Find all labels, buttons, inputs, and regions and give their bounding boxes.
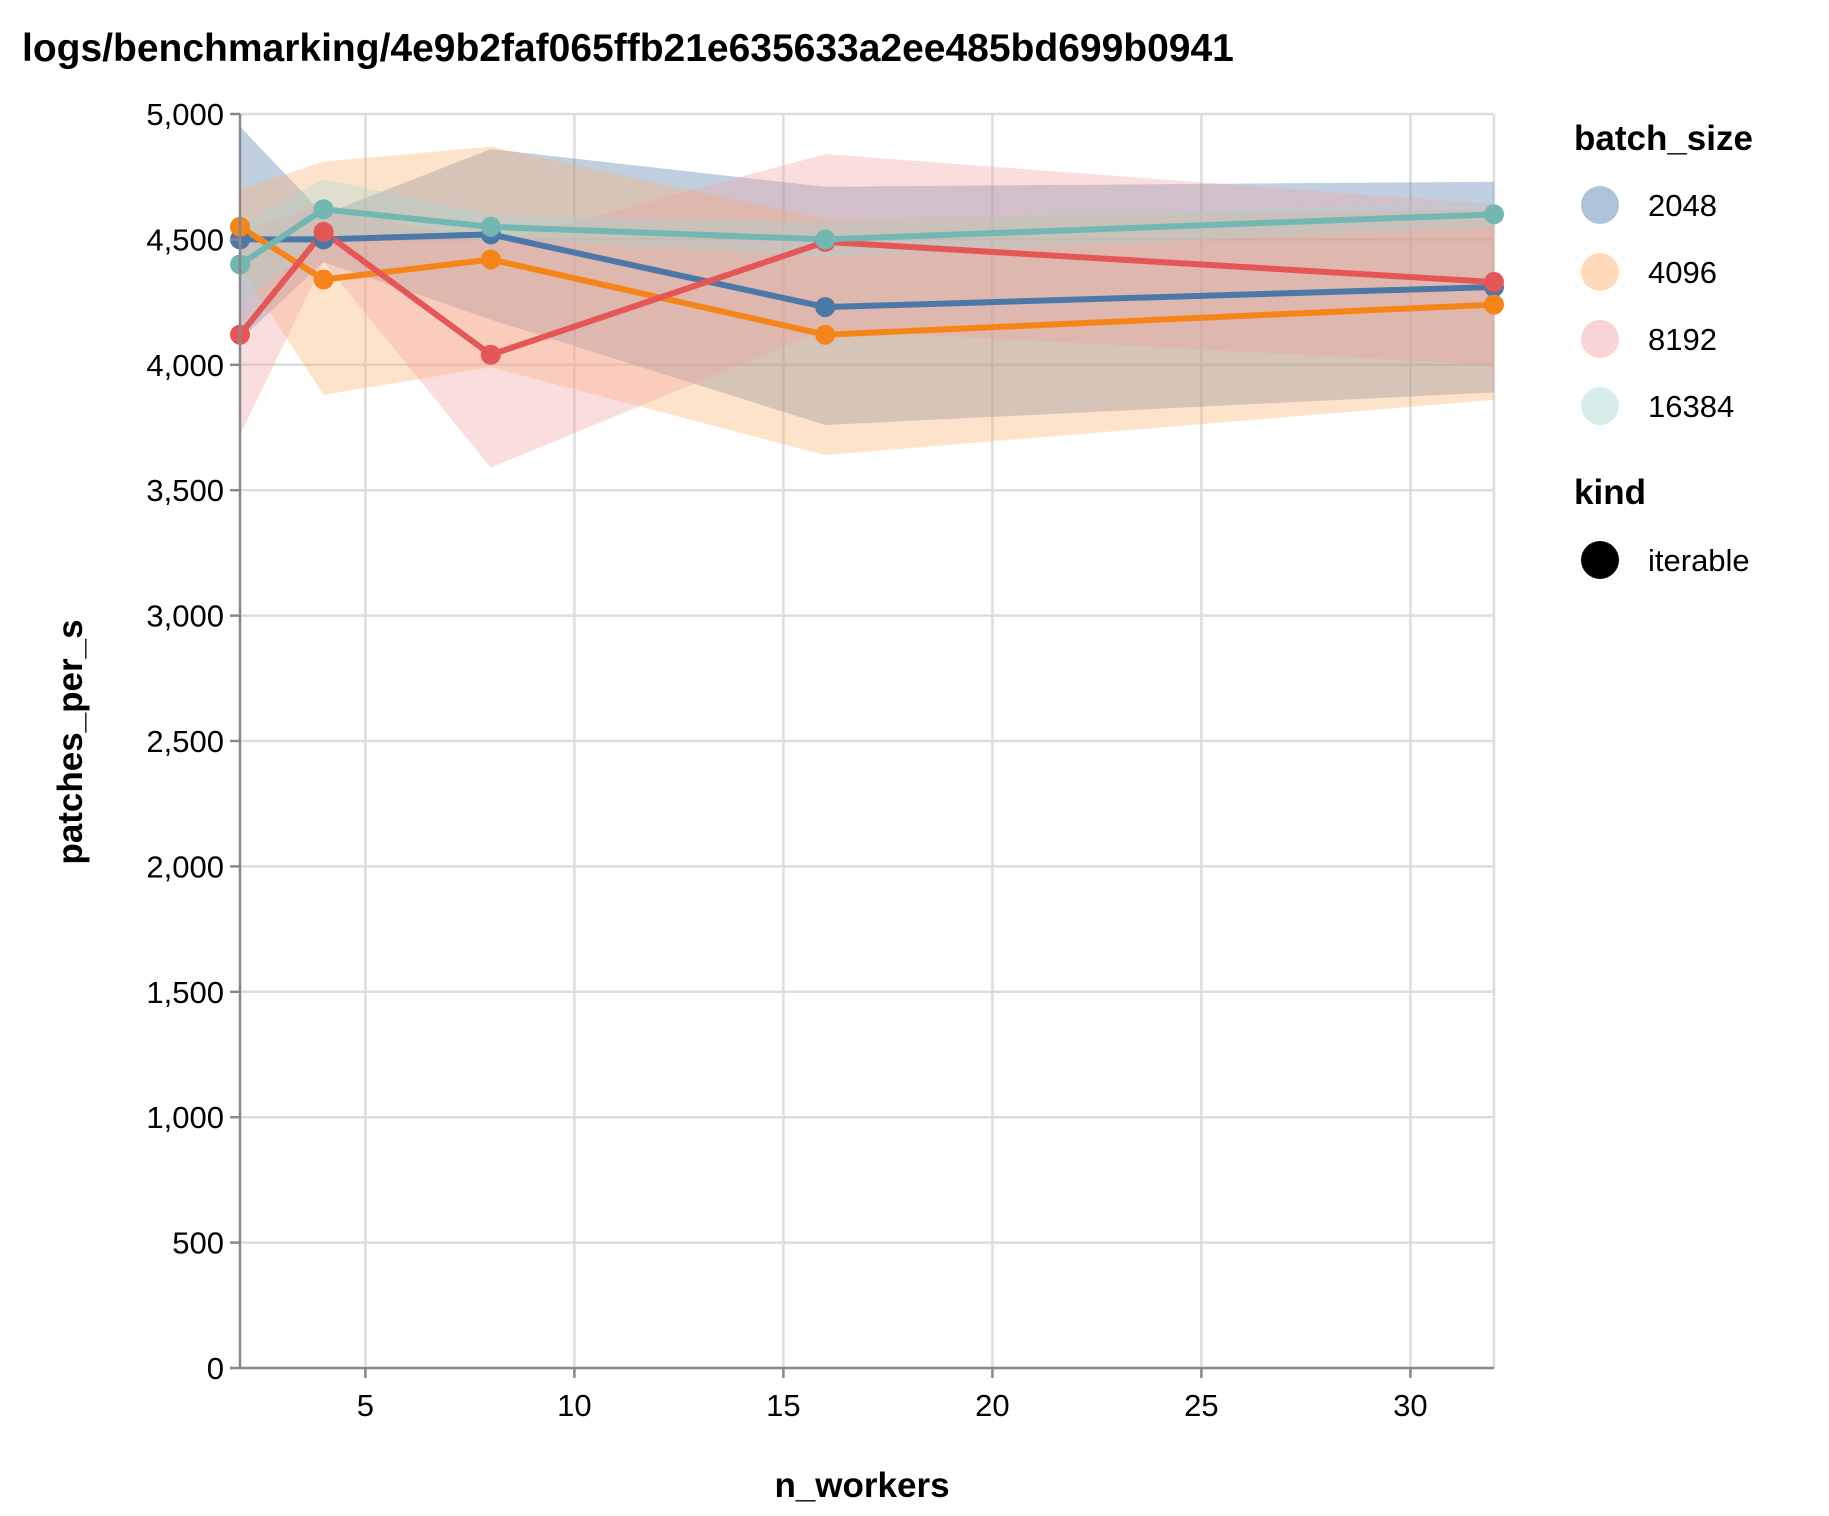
y-tick-label: 500 <box>172 1226 224 1261</box>
y-tick-label: 4,500 <box>146 222 224 257</box>
point-4096 <box>815 324 836 345</box>
chart-title: logs/benchmarking/4e9b2faf065ffb21e63563… <box>22 27 1234 70</box>
point-16384 <box>313 199 334 220</box>
x-tick-label: 20 <box>975 1388 1009 1423</box>
legend-label-4096: 4096 <box>1648 255 1717 290</box>
axes: 0 500 1,000 1,500 2,000 2,500 3,000 3,500 4,000 4… <box>146 97 1494 1423</box>
legend-label-16384: 16384 <box>1648 389 1734 424</box>
x-tick-label: 25 <box>1184 1388 1218 1423</box>
legend-swatch-4096 <box>1581 253 1619 291</box>
point-2048 <box>815 297 836 318</box>
y-tick-label: 3,000 <box>146 599 224 634</box>
y-tick-label: 1,000 <box>146 1100 224 1135</box>
x-tick-label: 10 <box>557 1388 591 1423</box>
legend-swatch-2048 <box>1581 186 1619 224</box>
point-4096 <box>480 249 501 270</box>
x-tick-label: 30 <box>1393 1388 1427 1423</box>
y-tick-label: 2,000 <box>146 849 224 884</box>
legend-shape-title: kind <box>1574 473 1646 512</box>
band-2048 <box>240 126 1494 425</box>
point-8192 <box>1484 272 1504 293</box>
y-axis-title: patches_per_s <box>51 619 90 864</box>
legend-swatch-16384 <box>1581 387 1619 425</box>
point-4096 <box>313 269 334 290</box>
band-8192 <box>240 154 1494 468</box>
point-16384 <box>815 229 836 250</box>
legend-color-title: batch_size <box>1574 119 1753 158</box>
y-tick-label: 1,500 <box>146 975 224 1010</box>
point-16384 <box>480 216 501 237</box>
x-axis-title: n_workers <box>774 1466 949 1505</box>
y-tick-label: 3,500 <box>146 473 224 508</box>
legend: batch_size kind 2048 4096 8192 16384 iterabl… <box>1574 119 1753 579</box>
legend-shape-label: iterable <box>1648 543 1750 578</box>
point-16384 <box>1484 204 1504 225</box>
legend-label-2048: 2048 <box>1648 188 1717 223</box>
point-8192 <box>480 344 501 365</box>
confidence-bands <box>240 126 1494 468</box>
point-8192 <box>313 221 334 242</box>
y-tick-label: 5,000 <box>146 97 224 132</box>
y-tick-label: 2,500 <box>146 724 224 759</box>
y-tick-label: 4,000 <box>146 348 224 383</box>
grid <box>240 112 1496 1370</box>
legend-swatch-8192 <box>1581 320 1619 358</box>
y-tick-label: 0 <box>207 1351 224 1386</box>
legend-shape-swatch <box>1581 541 1619 579</box>
legend-label-8192: 8192 <box>1648 322 1717 357</box>
x-tick-label: 15 <box>766 1388 800 1423</box>
x-tick-label: 5 <box>357 1388 374 1423</box>
series-points <box>230 199 1504 365</box>
point-4096 <box>1484 294 1504 315</box>
